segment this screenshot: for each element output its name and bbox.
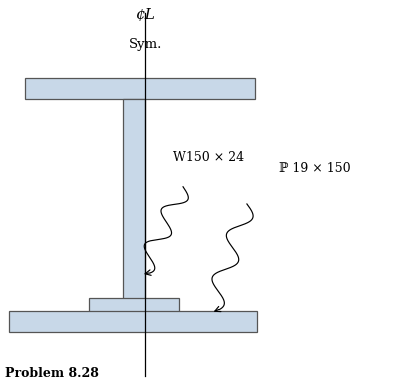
- Bar: [89, 298, 178, 313]
- Text: Sym.: Sym.: [128, 38, 161, 51]
- Bar: [9, 311, 256, 332]
- Bar: [123, 99, 145, 300]
- Text: ¢L: ¢L: [135, 8, 155, 22]
- Text: ℙ 19 × 150: ℙ 19 × 150: [278, 162, 350, 175]
- Text: Problem 8.28: Problem 8.28: [5, 367, 99, 380]
- Text: W150 × 24: W150 × 24: [172, 151, 243, 164]
- Bar: [25, 78, 254, 99]
